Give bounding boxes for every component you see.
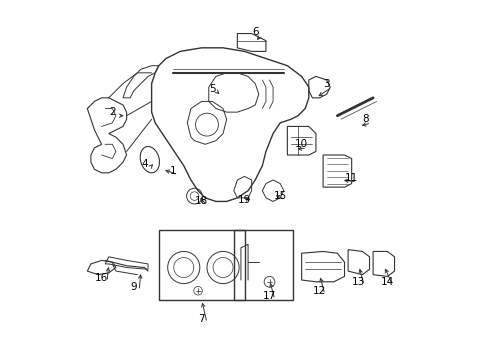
Text: 6: 6 — [251, 27, 258, 37]
Text: 3: 3 — [323, 78, 329, 89]
Text: 4: 4 — [141, 159, 147, 169]
Text: 7: 7 — [198, 314, 204, 324]
Text: 1: 1 — [169, 166, 176, 176]
Text: 11: 11 — [345, 173, 358, 183]
Text: 12: 12 — [312, 286, 325, 296]
Text: 19: 19 — [237, 195, 251, 204]
Bar — [159, 230, 244, 300]
Text: 18: 18 — [195, 197, 208, 206]
Text: 17: 17 — [263, 291, 276, 301]
Text: 10: 10 — [294, 139, 307, 149]
Text: 2: 2 — [109, 107, 115, 117]
Text: 5: 5 — [208, 84, 215, 94]
Text: 16: 16 — [95, 273, 108, 283]
Text: 9: 9 — [130, 282, 137, 292]
Text: 14: 14 — [380, 277, 393, 287]
Text: 13: 13 — [351, 277, 365, 287]
Text: 15: 15 — [273, 191, 286, 201]
Text: 8: 8 — [362, 114, 368, 124]
Bar — [233, 230, 292, 300]
